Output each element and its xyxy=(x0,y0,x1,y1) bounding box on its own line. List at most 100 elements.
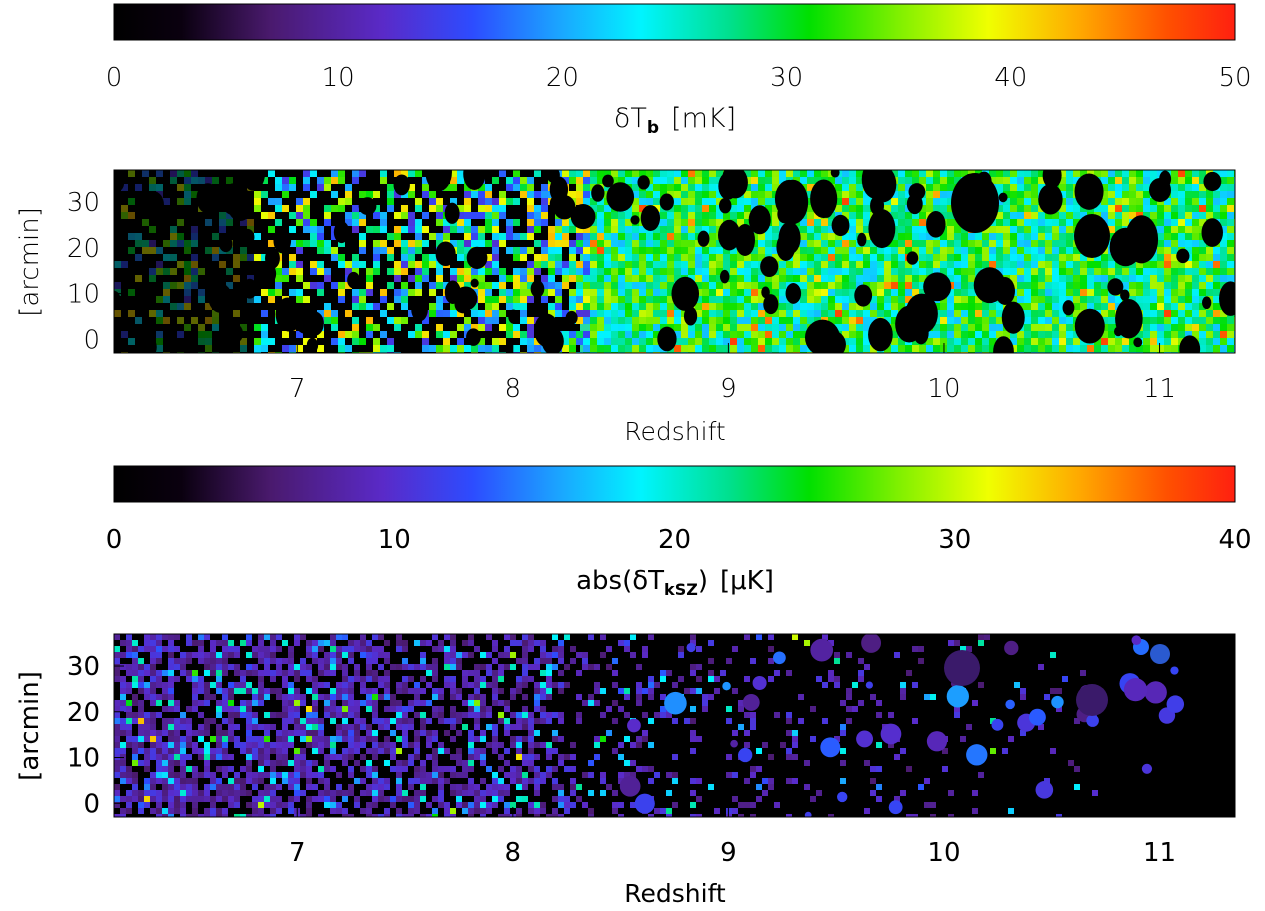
map-21cm-pixel xyxy=(583,303,590,310)
map-ksz-pixel xyxy=(252,646,258,652)
map-21cm-pixel xyxy=(513,324,520,331)
map-ksz-pixel xyxy=(504,730,510,736)
map-ksz-pixel xyxy=(360,676,366,682)
map-21cm-pixel xyxy=(940,268,947,275)
map-ksz-pixel xyxy=(120,682,126,688)
map-ksz-pixel xyxy=(330,754,336,760)
map-21cm-pixel xyxy=(394,212,401,219)
map-ksz-pixel xyxy=(138,712,144,718)
map-21cm-pixel xyxy=(1038,282,1045,289)
map-21cm-pixel xyxy=(1150,205,1157,212)
map-21cm-pixel xyxy=(1031,282,1038,289)
map-21cm-pixel xyxy=(940,310,947,317)
map-21cm-pixel xyxy=(1227,219,1234,226)
map-ksz-pixel xyxy=(258,676,264,682)
map-21cm-pixel xyxy=(408,310,415,317)
map-21cm-pixel xyxy=(744,261,751,268)
map-21cm-pixel xyxy=(772,289,779,296)
map-ksz-pixel xyxy=(234,706,240,712)
map-21cm-pixel xyxy=(1171,324,1178,331)
map-ksz-pixel xyxy=(414,754,420,760)
map-ksz-pixel xyxy=(330,808,336,814)
map-ksz-pixel xyxy=(132,664,138,670)
map-21cm-pixel xyxy=(702,338,709,345)
map-21cm-pixel xyxy=(779,177,786,184)
map-ksz-pixel xyxy=(198,724,204,730)
map-21cm-pixel xyxy=(1017,177,1024,184)
map-ksz-pixel xyxy=(480,754,486,760)
map-ksz-pixel xyxy=(384,658,390,664)
map-21cm-pixel xyxy=(653,289,660,296)
map-21cm-pixel xyxy=(492,338,499,345)
map-21cm-pixel xyxy=(982,317,989,324)
map-21cm-pixel xyxy=(772,345,779,352)
map-21cm-pixel xyxy=(1178,205,1185,212)
map-ksz-pixel xyxy=(306,646,312,652)
map-ksz-pixel xyxy=(366,724,372,730)
map-21cm-pixel xyxy=(1178,240,1185,247)
map-21cm-pixel xyxy=(828,296,835,303)
map-21cm-pixel xyxy=(499,240,506,247)
map-ksz-pixel xyxy=(234,724,240,730)
map-ksz-pixel xyxy=(486,682,492,688)
map-21cm-pixel xyxy=(436,310,443,317)
map-21cm-pixel xyxy=(1066,345,1073,352)
map-21cm-bubble xyxy=(1038,183,1063,215)
map-21cm-pixel xyxy=(1094,338,1101,345)
map-21cm-pixel xyxy=(828,233,835,240)
map-21cm-pixel xyxy=(597,205,604,212)
map-21cm-pixel xyxy=(534,261,541,268)
map-21cm-pixel xyxy=(604,310,611,317)
map-ksz-pixel xyxy=(480,694,486,700)
map-21cm-pixel xyxy=(723,324,730,331)
map-21cm-pixel xyxy=(681,254,688,261)
map-21cm-pixel xyxy=(1122,184,1129,191)
map-21cm-pixel xyxy=(681,212,688,219)
map-21cm-pixel xyxy=(1171,226,1178,233)
map-21cm-pixel xyxy=(961,317,968,324)
map-21cm-pixel xyxy=(1220,219,1227,226)
map-ksz-pixel xyxy=(276,760,282,766)
map-21cm-pixel xyxy=(1052,331,1059,338)
map-ksz-pixel xyxy=(174,778,180,784)
map-21cm-pixel xyxy=(800,303,807,310)
map-ksz-pixel xyxy=(504,724,510,730)
map-21cm-pixel xyxy=(933,191,940,198)
map-ksz-pixel xyxy=(480,682,486,688)
map-ksz-pixel xyxy=(312,706,318,712)
map-ksz-pixel xyxy=(306,772,312,778)
map-21cm-pixel xyxy=(709,247,716,254)
map-21cm-pixel xyxy=(933,205,940,212)
map-21cm-pixel xyxy=(996,261,1003,268)
map-ksz-pixel xyxy=(336,652,342,658)
map-ksz-pixel xyxy=(462,790,468,796)
map-21cm-pixel xyxy=(331,317,338,324)
map-21cm-pixel xyxy=(597,317,604,324)
map-21cm-pixel xyxy=(1150,289,1157,296)
map-21cm-pixel xyxy=(597,282,604,289)
map-ksz-pixel xyxy=(324,760,330,766)
map-21cm-pixel xyxy=(604,338,611,345)
map-ksz-pixel xyxy=(174,736,180,742)
map-21cm-pixel xyxy=(373,205,380,212)
map-21cm-pixel xyxy=(723,310,730,317)
map-21cm-pixel xyxy=(275,184,282,191)
map-ksz-pixel xyxy=(312,742,318,748)
map-21cm-pixel xyxy=(569,303,576,310)
map-21cm-pixel xyxy=(464,261,471,268)
map-ksz-pixel xyxy=(246,718,252,724)
map-ksz-pixel xyxy=(330,742,336,748)
map-ksz-pixel xyxy=(474,754,480,760)
map-21cm-pixel xyxy=(625,170,632,177)
map-21cm-pixel xyxy=(821,275,828,282)
map-21cm-pixel xyxy=(597,268,604,275)
map-21cm-pixel xyxy=(996,317,1003,324)
map-21cm-pixel xyxy=(422,317,429,324)
map-21cm-pixel xyxy=(457,205,464,212)
map-ksz-pixel xyxy=(426,754,432,760)
map-ksz-pixel xyxy=(216,736,222,742)
map-21cm-pixel xyxy=(996,310,1003,317)
map-ksz-pixel xyxy=(462,640,468,646)
map-21cm-pixel xyxy=(891,170,898,177)
map-ksz-pixel xyxy=(162,742,168,748)
